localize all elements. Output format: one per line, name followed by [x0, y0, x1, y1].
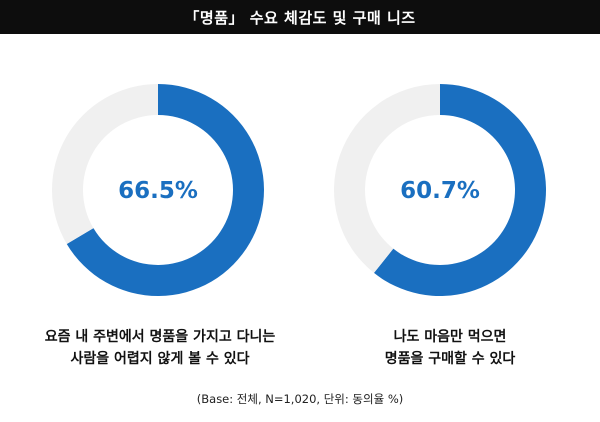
- caption-chart-2: 나도 마음만 먹으면 명품을 구매할 수 있다: [300, 326, 600, 370]
- donut-chart-1: 66.5%: [51, 84, 264, 296]
- caption-chart-1: 요즘 내 주변에서 명품을 가지고 다니는 사람을 어렵지 않게 볼 수 있다: [10, 326, 310, 370]
- chart-title-text: 「명품」 수요 체감도 및 구매 니즈: [184, 8, 416, 27]
- caption-chart-1-line-1: 요즘 내 주변에서 명품을 가지고 다니는: [44, 329, 276, 345]
- donut-chart-2: 60.7%: [334, 84, 546, 296]
- donut-1-agree-slice: [66, 84, 264, 296]
- caption-chart-2-line-1: 나도 마음만 먹으면: [393, 329, 507, 345]
- donut-1-remainder-slice: [51, 84, 159, 244]
- caption-chart-1-line-2: 사람을 어렵지 않게 볼 수 있다: [70, 351, 250, 367]
- donut-1-center-value: 66.5%: [118, 178, 198, 204]
- donut-2-center-value: 60.7%: [400, 178, 480, 204]
- footnote: (Base: 전체, N=1,020, 단위: 동의율 %): [196, 392, 404, 406]
- caption-chart-2-line-2: 명품을 구매할 수 있다: [384, 351, 516, 367]
- chart-title: 「명품」 수요 체감도 및 구매 니즈: [0, 0, 600, 34]
- donut-2-remainder-slice: [334, 84, 440, 273]
- donut-2-agree-slice: [373, 84, 546, 296]
